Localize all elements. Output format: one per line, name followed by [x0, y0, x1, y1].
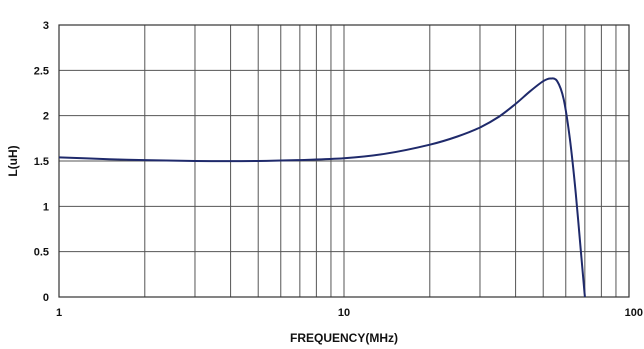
- x-tick-label: 10: [338, 307, 350, 319]
- y-tick-label: 1: [43, 201, 49, 213]
- y-tick-label: 3: [43, 20, 49, 32]
- inductance-curve: [58, 77, 586, 298]
- y-axis-label: L(uH): [6, 145, 20, 176]
- plot-frame: [58, 24, 630, 298]
- y-tick-label: 0: [43, 292, 49, 304]
- x-tick-label: 1: [56, 307, 62, 319]
- x-axis-label: FREQUENCY(MHz): [290, 331, 398, 345]
- y-tick-label: 2.5: [34, 65, 49, 77]
- y-tick-label: 1.5: [34, 156, 49, 168]
- y-tick-labels: 0 0.5 1 1.5 2 2.5 3: [34, 20, 49, 304]
- x-tick-labels: 1 10 100: [56, 307, 643, 319]
- x-tick-label: 100: [625, 307, 643, 319]
- y-tick-label: 2: [43, 111, 49, 123]
- y-tick-label: 0.5: [34, 247, 49, 259]
